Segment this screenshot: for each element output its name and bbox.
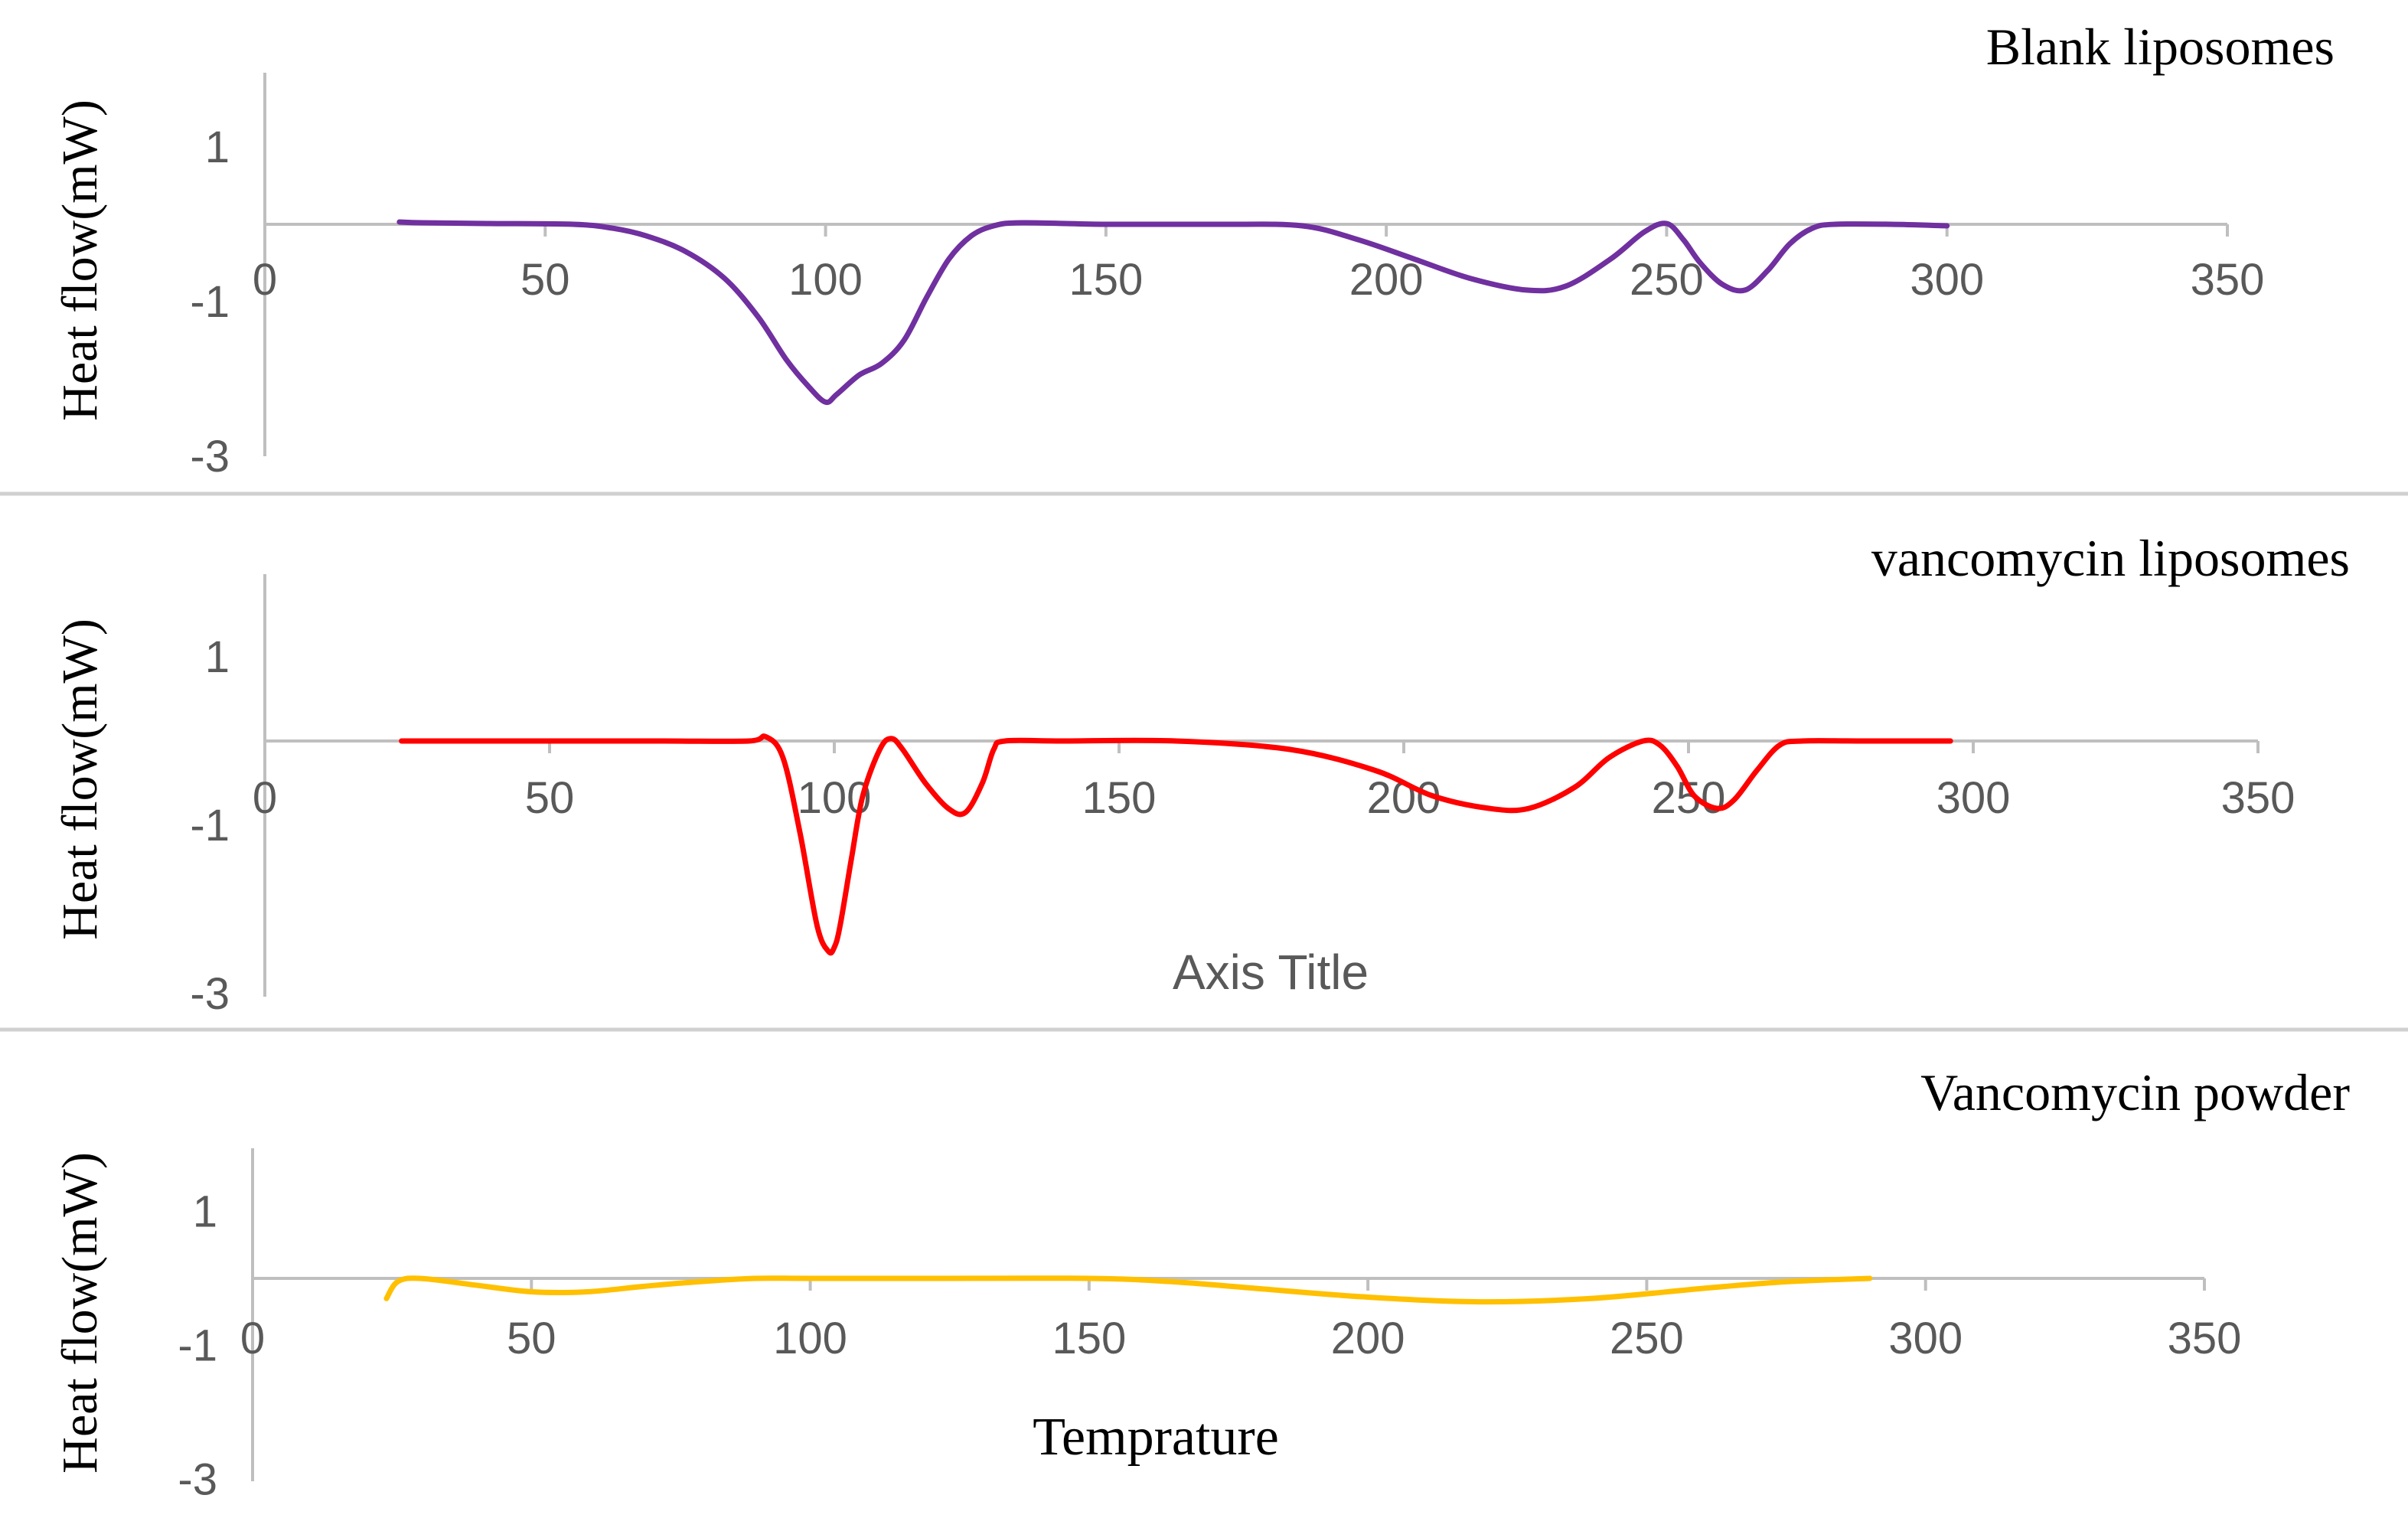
x-tick-label: 100 <box>788 255 863 305</box>
x-tick-label: 0 <box>253 773 277 823</box>
y-axis-title: Heat flow(mW) <box>52 100 108 421</box>
y-axis-title: Heat flow(mW) <box>52 1152 108 1474</box>
x-tick-label: 0 <box>240 1314 265 1363</box>
x-axis-title: Temprature <box>1033 1408 1279 1467</box>
series-line <box>396 219 1950 406</box>
y-tick-label: -1 <box>178 1321 217 1371</box>
series-line <box>383 1275 1873 1305</box>
y-tick-label: 1 <box>205 632 230 682</box>
x-tick-label: 200 <box>1349 255 1424 305</box>
x-tick-label: 50 <box>520 255 570 305</box>
panel-title: Blank liposomes <box>1986 18 2335 76</box>
y-tick-label: -3 <box>178 1455 217 1505</box>
x-tick-label: 350 <box>2191 255 2265 305</box>
panel-title: Vancomycin powder <box>1920 1063 2350 1121</box>
series-line <box>399 733 1953 956</box>
x-tick-label: 250 <box>1652 773 1726 823</box>
x-tick-label: 300 <box>1910 255 1984 305</box>
x-tick-label: 300 <box>1888 1314 1963 1363</box>
x-tick-label: 350 <box>2168 1314 2242 1363</box>
y-tick-label: 1 <box>205 122 230 172</box>
y-tick-label: -1 <box>190 801 230 850</box>
x-tick-label: 150 <box>1052 1314 1126 1363</box>
y-axis-title: Heat flow(mW) <box>52 619 108 940</box>
x-tick-label: 0 <box>253 255 277 305</box>
panel-1: 0 50 100 150 200 250 300 350 1 -1 -3 Heat flow(mW) B… <box>0 18 2408 496</box>
y-tick-label: -3 <box>190 969 230 1019</box>
panel-title: vancomycin liposomes <box>1871 529 2350 587</box>
y-tick-label: -1 <box>190 277 230 327</box>
x-tick-label: 150 <box>1082 773 1157 823</box>
panel-3: 0 50 100 150 200 250 300 350 1 -1 -3 Heat flow(mW) V… <box>52 1063 2350 1505</box>
y-tick-label: 1 <box>193 1187 217 1237</box>
x-tick-label: 250 <box>1630 255 1704 305</box>
y-tick-label: -3 <box>190 432 230 481</box>
x-tick-label: 50 <box>507 1314 556 1363</box>
x-tick-label: 300 <box>1937 773 2011 823</box>
x-tick-label: 50 <box>525 773 575 823</box>
x-axis-title: Axis Title <box>1173 945 1369 1000</box>
x-tick-label: 250 <box>1610 1314 1684 1363</box>
x-tick-label: 100 <box>773 1314 847 1363</box>
x-tick-label: 200 <box>1331 1314 1405 1363</box>
x-tick-label: 150 <box>1069 255 1143 305</box>
x-tick-label: 350 <box>2221 773 2295 823</box>
